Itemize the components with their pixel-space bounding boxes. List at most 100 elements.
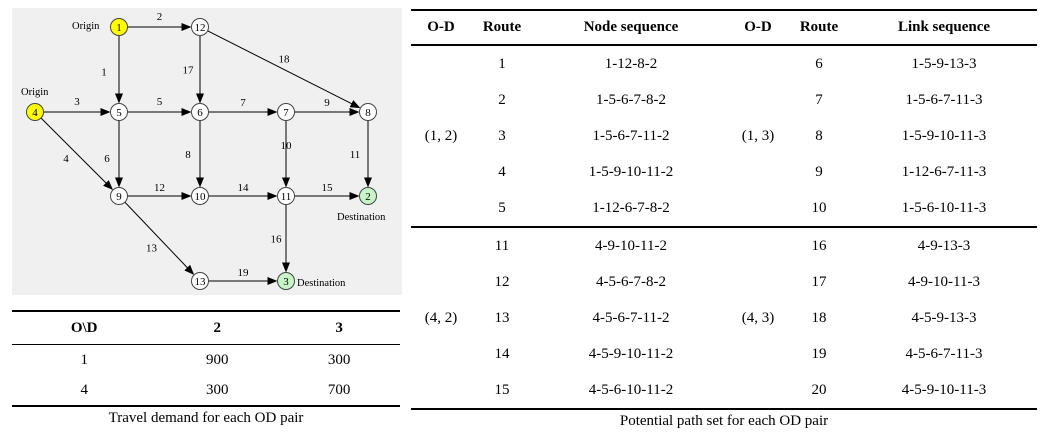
link-sequence: 1-5-9-13-3: [911, 55, 977, 72]
path-row: 12 4-5-6-7-8-2 17 4-9-10-11-3: [411, 264, 1037, 300]
node-sequence: 4-5-6-7-11-2: [592, 309, 670, 326]
link-sequence: 1-12-6-7-11-3: [901, 163, 987, 180]
link-sequence: 1-5-6-7-11-3: [905, 91, 983, 108]
link-4-label: 4: [63, 153, 69, 165]
path-row: 13 4-5-6-7-11-2 18 4-5-9-13-3: [411, 300, 1037, 336]
node-5-circle: [110, 103, 128, 121]
link-14-label: 14: [238, 182, 250, 194]
path-header-row: O-D Route Node sequence O-D Route Link s…: [411, 9, 1037, 46]
demand-header-row: O\D 2 3: [12, 310, 400, 345]
node-sequence: 4-5-9-10-11-2: [588, 345, 674, 362]
route-id-right: 6: [815, 55, 823, 72]
path-row: 14 4-5-9-10-11-2 19 4-5-6-7-11-3: [411, 336, 1037, 372]
node-8-circle: [359, 103, 377, 121]
path-row: (1, 2) 1 1-12-8-2 (1, 3) 6 1-5-9-13-3: [411, 45, 1037, 228]
route-id-left: 11: [494, 237, 510, 254]
demand-row: 4 300 700: [12, 375, 400, 407]
node-10-circle: [191, 187, 209, 205]
node-4-circle: [26, 103, 44, 121]
link-3-label: 3: [74, 96, 80, 108]
node-3-circle: [277, 272, 295, 290]
node-2-label: 2: [365, 191, 371, 203]
node-4-label: 4: [32, 107, 38, 119]
link-8-label: 8: [185, 149, 191, 161]
path-header-route-left: Route: [471, 9, 533, 46]
od-pair-right: (1, 3): [729, 45, 787, 228]
route-id-left: 3: [498, 127, 506, 144]
node-13-label: 13: [195, 276, 207, 288]
link-17-label: 17: [183, 65, 195, 77]
link-4-arrow: [40, 117, 113, 190]
node-5-label: 5: [116, 107, 122, 119]
link-2-label: 2: [157, 11, 163, 23]
demand-value: 300: [327, 351, 351, 368]
link-sequence: 4-9-10-11-3: [908, 273, 980, 290]
link-7-label: 7: [240, 97, 246, 109]
node-11-circle: [277, 187, 295, 205]
node-1-circle: [110, 18, 128, 36]
destination-label-node-3: Destination: [297, 278, 346, 289]
link-sequence: 1-5-6-10-11-3: [851, 190, 1037, 228]
route-id-right: 19: [811, 345, 827, 362]
link-12-label: 12: [154, 182, 165, 194]
path-header-od-left: O-D: [411, 9, 471, 46]
node-7-circle: [277, 103, 295, 121]
link-5-label: 5: [157, 96, 163, 108]
node-9-circle: [110, 187, 128, 205]
demand-header-od: O\D: [12, 310, 157, 345]
path-row: 15 4-5-6-10-11-2 20 4-5-9-10-11-3: [411, 372, 1037, 410]
link-11-label: 11: [350, 149, 361, 161]
node-sequence: 4-9-10-11-2: [595, 237, 667, 254]
path-header-node-sequence: Node sequence: [533, 9, 729, 46]
link-9-label: 9: [324, 97, 330, 109]
link-sequence: 4-5-9-13-3: [911, 309, 977, 326]
node-sequence: 1-5-6-7-11-2: [592, 127, 670, 144]
node-sequence: 1-12-8-2: [604, 55, 658, 72]
node-1-label: 1: [116, 22, 122, 34]
link-sequence: 4-5-9-10-11-3: [851, 372, 1037, 410]
demand-origin: 4: [12, 375, 157, 407]
node-12-circle: [191, 18, 209, 36]
route-id-left: 12: [494, 273, 510, 290]
path-header-link-sequence: Link sequence: [851, 9, 1037, 46]
path-header-route-right: Route: [787, 9, 851, 46]
demand-value: 900: [206, 351, 229, 368]
demand-origin: 1: [80, 351, 88, 368]
path-row: 5 1-12-6-7-8-2 10 1-5-6-10-11-3: [411, 190, 1037, 228]
path-row: 2 1-5-6-7-8-2 7 1-5-6-7-11-3: [411, 82, 1037, 118]
node-sequence: 4-5-6-10-11-2: [533, 372, 729, 410]
node-sequence: 1-12-6-7-8-2: [533, 190, 729, 228]
node-sequence: 1-5-6-7-8-2: [596, 91, 666, 108]
node-8-label: 8: [365, 107, 371, 119]
node-sequence: 4-5-6-7-8-2: [596, 273, 666, 290]
travel-demand-table: O\D 2 3 1 900 300 4 300 700: [12, 310, 400, 407]
node-3-label: 3: [283, 276, 289, 288]
link-sequence: 4-9-13-3: [917, 237, 971, 254]
path-set-table: O-D Route Node sequence O-D Route Link s…: [411, 9, 1037, 410]
node-7-label: 7: [283, 107, 289, 119]
node-11-label: 11: [281, 191, 292, 203]
demand-value: 700: [278, 375, 400, 407]
route-id-right: 9: [815, 163, 823, 180]
route-id-right: 10: [787, 190, 851, 228]
link-19-label: 19: [238, 267, 250, 279]
node-6-label: 6: [197, 107, 203, 119]
route-id-right: 7: [815, 91, 823, 108]
link-13-label: 13: [146, 243, 158, 255]
demand-row: 1 900 300: [12, 345, 400, 376]
link-18-label: 18: [279, 54, 291, 66]
node-9-label: 9: [116, 191, 122, 203]
link-10-label: 10: [281, 140, 293, 152]
link-sequence: 4-5-6-7-11-3: [905, 345, 983, 362]
route-id-right: 20: [787, 372, 851, 410]
path-row: 4 1-5-9-10-11-2 9 1-12-6-7-11-3: [411, 154, 1037, 190]
link-13-arrow: [124, 201, 195, 275]
route-id-right: 17: [811, 273, 827, 290]
route-id-left: 4: [498, 163, 506, 180]
route-id-left: 1: [498, 55, 506, 72]
link-15-label: 15: [322, 182, 334, 194]
path-row: 3 1-5-6-7-11-2 8 1-5-9-10-11-3: [411, 118, 1037, 154]
link-16-label: 16: [271, 234, 283, 246]
